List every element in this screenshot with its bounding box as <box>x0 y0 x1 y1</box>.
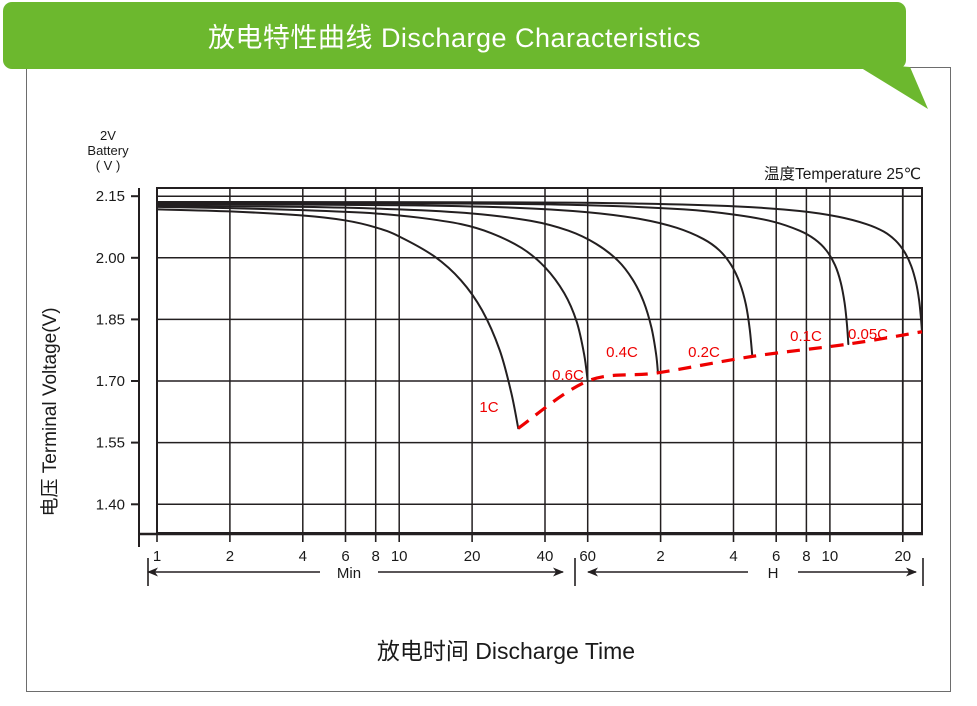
x-tick-label: 8 <box>802 548 810 565</box>
x-tick-label: 40 <box>537 548 554 565</box>
y-unit-line-1: 2V <box>100 128 116 143</box>
y-tick-label: 2.00 <box>96 250 125 267</box>
x-tick-label: 2 <box>226 548 234 565</box>
discharge-curve-0p4C <box>156 204 659 374</box>
axis-span-arrows: Min H <box>147 558 924 586</box>
discharge-curve-1C <box>156 208 520 430</box>
discharge-chart: 电压 Terminal Voltage(V) 2V Battery ( V ) … <box>39 128 924 664</box>
grid-layer <box>156 187 923 534</box>
y-axis-title: 电压 Terminal Voltage(V) <box>39 307 61 516</box>
x-axis-ticks: 1 2 4 6 8 10 20 40 60 2 4 6 8 10 20 <box>139 532 923 565</box>
x-tick-label: 4 <box>299 548 307 565</box>
discharge-curve-0p2C <box>156 203 754 358</box>
y-axis-ticks: 2.15 2.00 1.85 1.70 1.55 1.40 <box>96 188 140 547</box>
min-span-label: Min <box>337 565 361 582</box>
y-unit-line-2: Battery <box>87 143 129 158</box>
y-tick-label: 1.55 <box>96 435 125 452</box>
page-title: 放电特性曲线 Discharge Characteristics <box>207 23 702 53</box>
y-tick-label: 1.85 <box>96 311 125 328</box>
banner: 放电特性曲线 Discharge Characteristics <box>3 2 906 69</box>
y-unit-line-3: ( V ) <box>96 158 121 173</box>
discharge-curves <box>156 200 923 430</box>
x-axis-title: 放电时间 Discharge Time <box>377 638 635 664</box>
discharge-curve-0p05C <box>156 200 923 333</box>
curve-label-0p6C: 0.6C <box>552 367 584 384</box>
y-tick-label: 1.70 <box>96 373 125 390</box>
x-tick-label: 6 <box>772 548 780 565</box>
x-tick-label: 2 <box>656 548 664 565</box>
x-tick-label: 10 <box>822 548 839 565</box>
x-tick-label: 20 <box>464 548 481 565</box>
banner-tail <box>858 63 928 109</box>
x-tick-label: 10 <box>391 548 408 565</box>
curve-label-0p1C: 0.1C <box>790 328 822 345</box>
cutoff-dashed-line <box>517 330 923 430</box>
x-tick-label: 60 <box>579 548 596 565</box>
x-tick-label: 4 <box>729 548 737 565</box>
curve-label-0p4C: 0.4C <box>606 344 638 361</box>
temperature-annotation: 温度Temperature 25℃ <box>764 165 921 183</box>
curve-label-1C: 1C <box>479 399 498 416</box>
curve-label-0p05C: 0.05C <box>848 326 888 343</box>
curve-labels: 1C 0.6C 0.4C 0.2C 0.1C 0.05C <box>479 326 888 416</box>
x-tick-label: 20 <box>894 548 911 565</box>
hour-span-label: H <box>768 565 779 582</box>
cutoff-trend-line <box>517 330 923 430</box>
x-tick-label: 6 <box>341 548 349 565</box>
x-tick-label: 1 <box>153 548 161 565</box>
discharge-curve-0p6C <box>156 205 589 383</box>
content-frame <box>26 67 951 692</box>
y-tick-label: 1.40 <box>96 496 125 513</box>
curve-label-0p2C: 0.2C <box>688 344 720 361</box>
y-tick-label: 2.15 <box>96 188 125 205</box>
x-tick-label: 8 <box>372 548 380 565</box>
discharge-curve-0p1C <box>156 201 850 346</box>
